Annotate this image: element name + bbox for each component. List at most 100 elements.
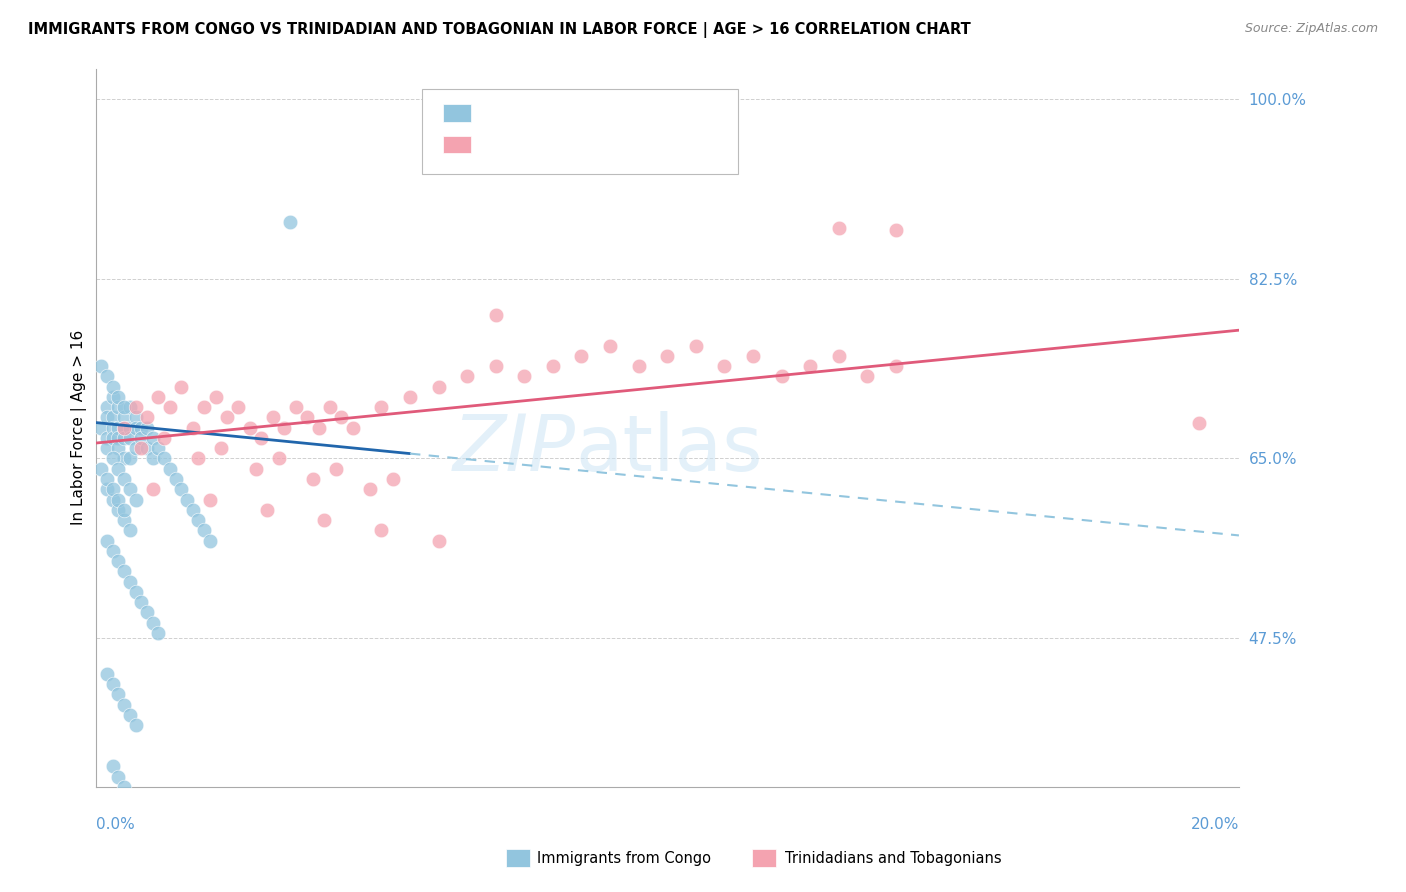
Point	[314, 513, 336, 527]
Point	[107, 554, 129, 568]
Point	[148, 626, 170, 640]
Point	[118, 524, 141, 538]
Point	[799, 359, 821, 373]
Text: IMMIGRANTS FROM CONGO VS TRINIDADIAN AND TOBAGONIAN IN LABOR FORCE | AGE > 16 CO: IMMIGRANTS FROM CONGO VS TRINIDADIAN AND…	[28, 22, 972, 38]
Point	[131, 431, 153, 445]
Point	[262, 410, 284, 425]
Point	[148, 441, 170, 455]
Point	[101, 420, 124, 434]
Point	[342, 420, 364, 434]
Point	[101, 677, 124, 691]
Point	[96, 410, 118, 425]
Point	[153, 431, 176, 445]
Point	[118, 400, 141, 414]
Y-axis label: In Labor Force | Age > 16: In Labor Force | Age > 16	[72, 330, 87, 525]
Point	[359, 482, 381, 496]
Point	[136, 606, 159, 620]
Point	[118, 431, 141, 445]
Point	[884, 222, 907, 236]
Point	[90, 461, 112, 475]
Text: Immigrants from Congo: Immigrants from Congo	[537, 851, 711, 865]
Point	[165, 472, 187, 486]
Point	[204, 390, 226, 404]
Point	[112, 502, 135, 516]
Point	[112, 420, 135, 434]
Point	[742, 349, 765, 363]
Point	[96, 400, 118, 414]
Point	[112, 431, 135, 445]
Point	[541, 359, 564, 373]
Point	[456, 369, 478, 384]
Point	[107, 492, 129, 507]
Point	[330, 410, 353, 425]
Point	[228, 400, 250, 414]
Point	[381, 472, 404, 486]
Point	[131, 420, 153, 434]
Point	[485, 308, 508, 322]
Point	[627, 359, 650, 373]
Point	[828, 220, 851, 235]
Point	[427, 379, 450, 393]
Point	[101, 410, 124, 425]
Point	[370, 524, 392, 538]
Point	[118, 574, 141, 589]
Point	[828, 349, 851, 363]
Point	[142, 615, 165, 630]
Point	[176, 492, 198, 507]
Point	[96, 431, 118, 445]
Point	[657, 349, 679, 363]
Point	[112, 565, 135, 579]
Point	[124, 400, 146, 414]
Point	[284, 400, 307, 414]
Point	[101, 492, 124, 507]
Point	[96, 369, 118, 384]
Point	[112, 400, 135, 414]
Point	[96, 533, 118, 548]
Point	[107, 688, 129, 702]
Point	[107, 420, 129, 434]
Point	[131, 441, 153, 455]
Text: ZIP: ZIP	[453, 411, 576, 487]
Point	[485, 359, 508, 373]
Point	[90, 359, 112, 373]
Point	[370, 400, 392, 414]
Point	[101, 759, 124, 773]
Point	[124, 420, 146, 434]
Point	[1188, 416, 1211, 430]
Point	[96, 472, 118, 486]
Point	[112, 780, 135, 794]
Point	[112, 698, 135, 712]
Point	[136, 410, 159, 425]
Point	[124, 441, 146, 455]
Point	[112, 472, 135, 486]
Point	[513, 369, 536, 384]
Point	[170, 482, 193, 496]
Text: Source: ZipAtlas.com: Source: ZipAtlas.com	[1244, 22, 1378, 36]
Point	[209, 441, 232, 455]
Point	[118, 708, 141, 723]
Point	[250, 431, 273, 445]
Point	[187, 513, 209, 527]
Point	[319, 400, 342, 414]
Point	[96, 667, 118, 681]
Point	[325, 461, 347, 475]
Point	[101, 431, 124, 445]
Text: atlas: atlas	[576, 411, 763, 487]
Point	[685, 338, 707, 352]
Point	[301, 472, 323, 486]
Point	[124, 492, 146, 507]
Point	[101, 482, 124, 496]
Point	[295, 410, 318, 425]
Point	[181, 502, 204, 516]
Text: Trinidadians and Tobagonians: Trinidadians and Tobagonians	[785, 851, 1001, 865]
Point	[181, 420, 204, 434]
Point	[256, 502, 278, 516]
Point	[193, 400, 215, 414]
Point	[198, 533, 221, 548]
Point	[142, 482, 165, 496]
Point	[101, 451, 124, 466]
Text: 0.0%: 0.0%	[96, 817, 135, 832]
Point	[112, 513, 135, 527]
Point	[278, 215, 301, 229]
Point	[187, 451, 209, 466]
